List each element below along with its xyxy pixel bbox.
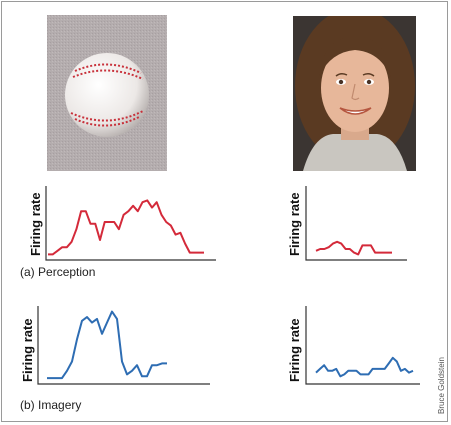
axes [37,186,420,385]
series-line-perception-face [315,240,392,256]
axis-imagery-baseball [37,306,210,385]
caption-imagery: (b) Imagery [20,398,81,412]
ylabel-imagery-face: Firing rate [287,318,302,382]
ylabel-imagery-baseball: Firing rate [20,318,35,382]
series-line-imagery-baseball [47,310,167,380]
ylabel-perception-face: Firing rate [287,192,302,256]
axis-perception-face [305,186,407,261]
face-photo [293,16,416,171]
caption-perception-letter: (a) [20,265,35,279]
caption-imagery-letter: (b) [20,398,35,412]
series-line-perception-baseball [48,199,204,256]
series-line-imagery-face [315,356,414,378]
caption-perception-text: Perception [38,265,96,279]
lines-layer [47,199,414,380]
axis-imagery-face [305,306,420,385]
axis-perception-baseball [45,186,216,261]
caption-perception: (a) Perception [20,265,95,279]
baseball-photo [47,15,167,171]
ylabel-perception-baseball: Firing rate [28,192,43,256]
photo-credit: Bruce Goldstein [437,357,446,414]
caption-imagery-text: Imagery [38,398,82,412]
